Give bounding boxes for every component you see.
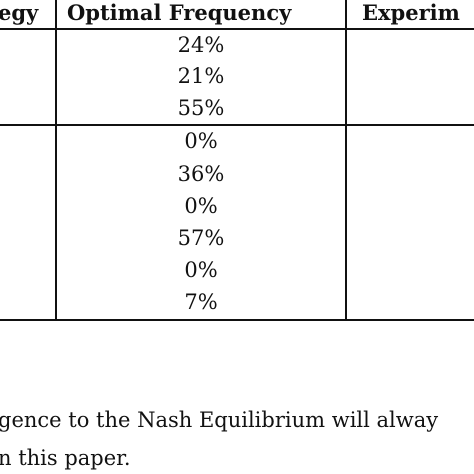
table-cell: 21% bbox=[177, 64, 225, 88]
paragraph-line-1: gence to the Nash Equilibrium will alway bbox=[0, 408, 439, 432]
table-cell: 57% bbox=[177, 226, 225, 250]
header-experimental: Experim bbox=[362, 0, 460, 25]
table-cell: 7% bbox=[184, 290, 218, 314]
table-rule-group bbox=[0, 124, 474, 126]
table-rule-bottom bbox=[0, 319, 474, 321]
table-rule-header bbox=[0, 28, 474, 30]
paragraph-line-2: n this paper. bbox=[0, 446, 131, 470]
table-column-divider-2 bbox=[345, 0, 347, 321]
table-column-divider-1 bbox=[55, 0, 57, 321]
header-strategy: egy bbox=[0, 0, 39, 25]
table-cell: 0% bbox=[184, 129, 218, 153]
table-cell: 36% bbox=[177, 162, 225, 186]
table-cell: 0% bbox=[184, 258, 218, 282]
table-cell: 24% bbox=[177, 33, 225, 57]
table-cell: 55% bbox=[177, 96, 225, 120]
header-optimal-frequency: Optimal Frequency bbox=[67, 0, 292, 25]
table-cell: 0% bbox=[184, 194, 218, 218]
